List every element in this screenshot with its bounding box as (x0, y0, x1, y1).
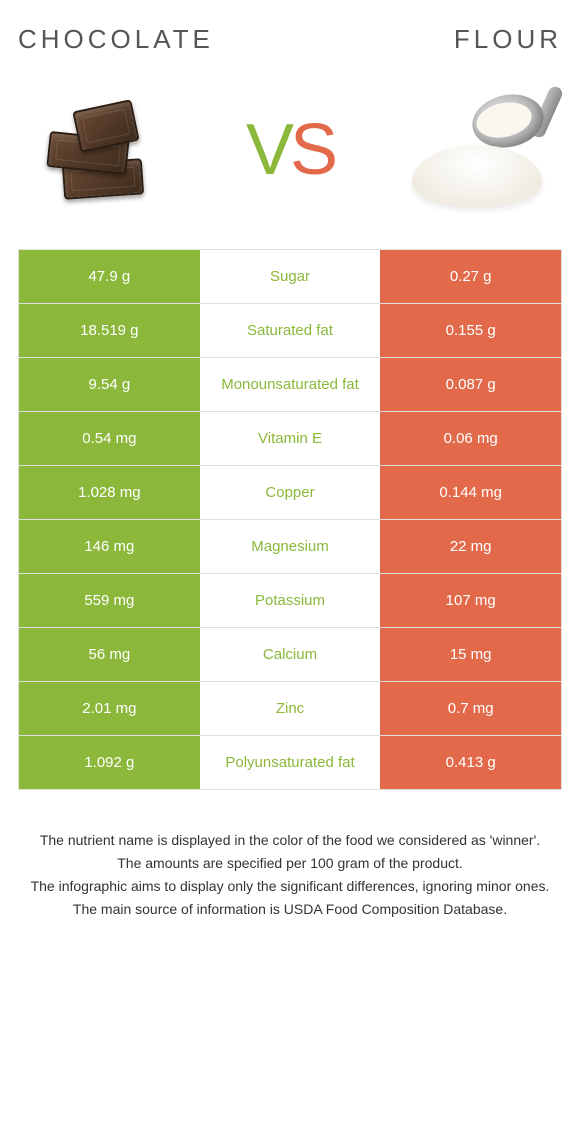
value-left: 146 mg (18, 520, 200, 573)
nutrient-label: Potassium (200, 574, 381, 627)
value-right: 0.144 mg (380, 466, 562, 519)
table-row: 146 mgMagnesium22 mg (18, 519, 562, 573)
value-left: 56 mg (18, 628, 200, 681)
footer-line: The main source of information is USDA F… (28, 899, 552, 920)
table-row: 56 mgCalcium15 mg (18, 627, 562, 681)
comparison-table: 47.9 gSugar0.27 g18.519 gSaturated fat0.… (18, 249, 562, 790)
table-row: 9.54 gMonounsaturated fat0.087 g (18, 357, 562, 411)
table-row: 18.519 gSaturated fat0.155 g (18, 303, 562, 357)
nutrient-label: Monounsaturated fat (200, 358, 381, 411)
value-left: 2.01 mg (18, 682, 200, 735)
nutrient-label: Zinc (200, 682, 381, 735)
table-row: 2.01 mgZinc0.7 mg (18, 681, 562, 735)
value-left: 18.519 g (18, 304, 200, 357)
nutrient-label: Sugar (200, 250, 381, 303)
value-left: 559 mg (18, 574, 200, 627)
table-row: 47.9 gSugar0.27 g (18, 249, 562, 303)
header: CHOCOLATE FLOUR (18, 24, 562, 55)
value-right: 0.7 mg (380, 682, 562, 735)
chocolate-image (28, 75, 178, 225)
value-left: 47.9 g (18, 250, 200, 303)
value-left: 0.54 mg (18, 412, 200, 465)
value-right: 0.06 mg (380, 412, 562, 465)
value-left: 1.092 g (18, 736, 200, 789)
table-row: 0.54 mgVitamin E0.06 mg (18, 411, 562, 465)
value-right: 0.087 g (380, 358, 562, 411)
value-left: 9.54 g (18, 358, 200, 411)
value-right: 107 mg (380, 574, 562, 627)
value-left: 1.028 mg (18, 466, 200, 519)
footer-notes: The nutrient name is displayed in the co… (18, 830, 562, 920)
title-right: FLOUR (454, 24, 562, 55)
hero: VS (18, 75, 562, 225)
footer-line: The infographic aims to display only the… (28, 876, 552, 897)
nutrient-label: Copper (200, 466, 381, 519)
vs-v: V (246, 110, 290, 190)
nutrient-label: Polyunsaturated fat (200, 736, 381, 789)
flour-image (402, 75, 552, 225)
table-row: 1.092 gPolyunsaturated fat0.413 g (18, 735, 562, 789)
nutrient-label: Calcium (200, 628, 381, 681)
nutrient-label: Saturated fat (200, 304, 381, 357)
title-left: CHOCOLATE (18, 24, 214, 55)
vs-label: VS (246, 109, 334, 191)
nutrient-label: Vitamin E (200, 412, 381, 465)
footer-line: The amounts are specified per 100 gram o… (28, 853, 552, 874)
nutrient-label: Magnesium (200, 520, 381, 573)
footer-line: The nutrient name is displayed in the co… (28, 830, 552, 851)
table-row: 1.028 mgCopper0.144 mg (18, 465, 562, 519)
value-right: 0.27 g (380, 250, 562, 303)
value-right: 0.413 g (380, 736, 562, 789)
value-right: 0.155 g (380, 304, 562, 357)
vs-s: S (290, 110, 334, 190)
table-row: 559 mgPotassium107 mg (18, 573, 562, 627)
value-right: 15 mg (380, 628, 562, 681)
value-right: 22 mg (380, 520, 562, 573)
